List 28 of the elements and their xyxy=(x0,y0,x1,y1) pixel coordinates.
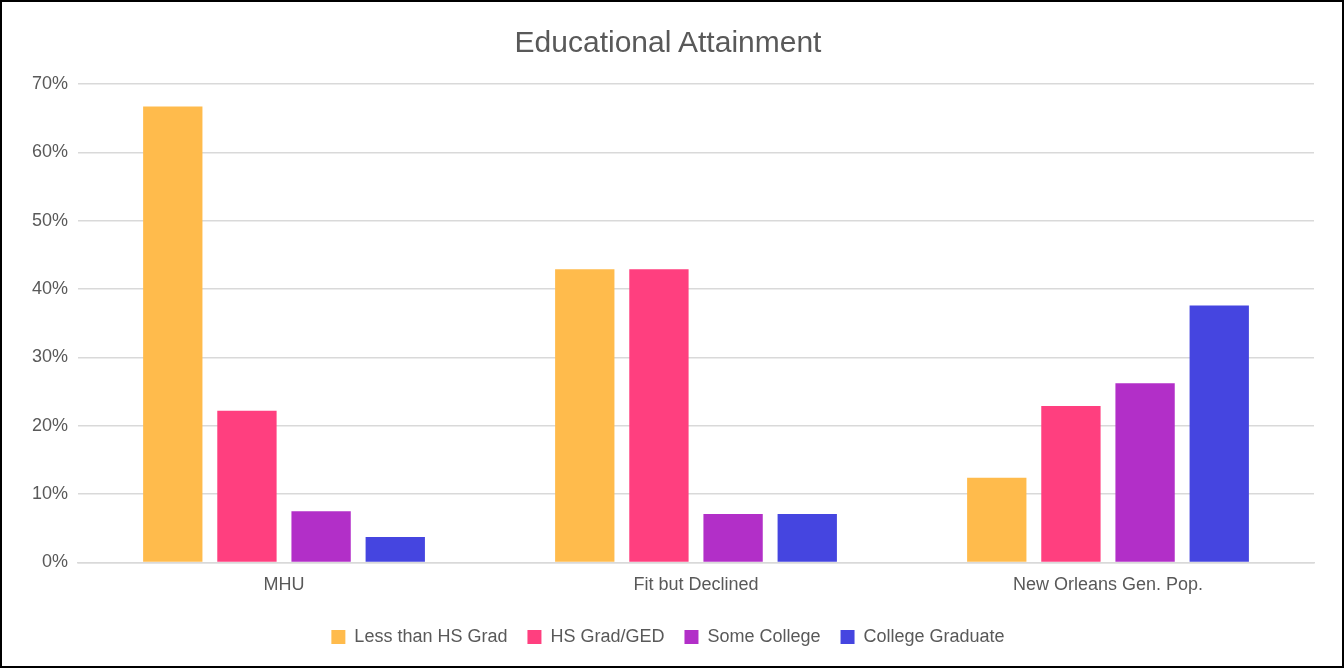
x-tick-label: New Orleans Gen. Pop. xyxy=(1012,574,1204,595)
bar xyxy=(217,410,277,562)
legend-label: HS Grad/GED xyxy=(550,625,665,646)
x-tick-label: MHU xyxy=(263,574,305,595)
legend-label: Less than HS Grad xyxy=(354,625,508,646)
bar xyxy=(629,269,689,562)
bar xyxy=(777,513,837,562)
bar xyxy=(1189,305,1249,562)
bar xyxy=(1115,383,1175,562)
y-tick-label: 0% xyxy=(42,551,69,572)
bar xyxy=(703,513,763,562)
bar xyxy=(555,269,615,562)
legend-label: Some College xyxy=(707,625,821,646)
bar xyxy=(967,477,1027,562)
y-tick-label: 10% xyxy=(32,483,69,504)
y-tick-label: 20% xyxy=(32,414,69,435)
y-tick-label: 60% xyxy=(32,141,69,162)
x-tick-label: Fit but Declined xyxy=(633,574,759,595)
bar xyxy=(365,537,425,562)
legend-label: College Graduate xyxy=(863,625,1005,646)
y-tick-label: 50% xyxy=(32,209,69,230)
bar xyxy=(1041,405,1101,562)
y-tick-label: 70% xyxy=(32,72,69,93)
y-tick-label: 40% xyxy=(32,278,69,298)
bar xyxy=(143,106,203,562)
bar xyxy=(291,511,351,562)
y-tick-label: 30% xyxy=(32,346,69,367)
chart-title: Educational Attainment xyxy=(514,25,823,59)
